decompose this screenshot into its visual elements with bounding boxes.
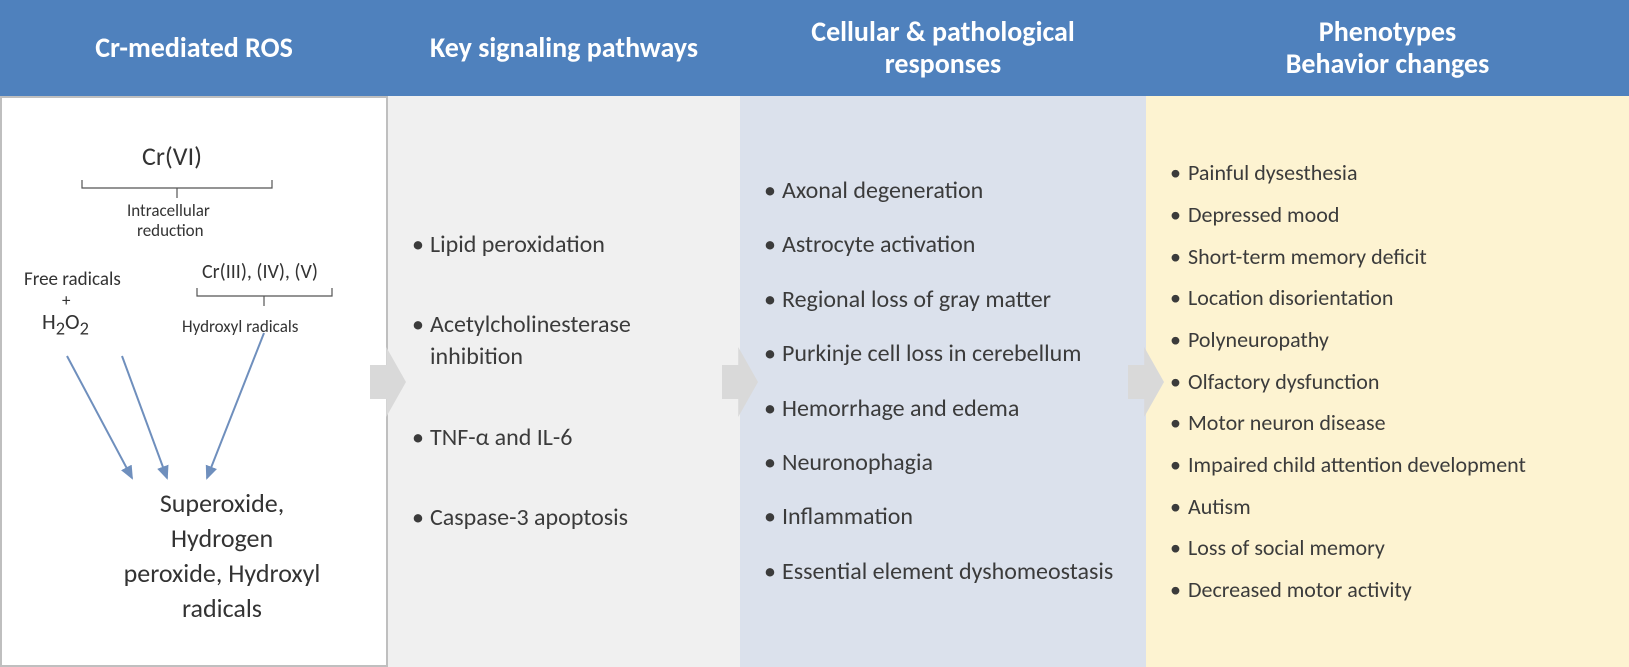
lbl-out-3: peroxide, Hydroxyl (124, 557, 321, 589)
panel-cellular-body: Axonal degeneration Astrocyte activation R… (740, 96, 1146, 667)
lbl-hydroxyl: Hydroxyl radicals (182, 316, 298, 337)
panel-cellular-title: Cellular & pathological responses (750, 16, 1136, 80)
phenotypes-item: Motor neuron disease (1170, 408, 1605, 438)
lbl-reduction: reduction (137, 220, 204, 241)
flow-arrow-1 (370, 347, 406, 417)
lbl-cr-vi: Cr(VI) (142, 140, 202, 172)
panel-ros: Cr-mediated ROS (0, 0, 388, 667)
cellular-item: Regional loss of gray matter (764, 284, 1122, 316)
panel-ros-header: Cr-mediated ROS (0, 0, 388, 96)
phenotypes-list: Painful dysesthesia Depressed mood Short-t… (1170, 158, 1605, 605)
flow-diagram: Cr-mediated ROS (0, 0, 1629, 667)
cellular-item: Inflammation (764, 501, 1122, 533)
cellular-item: Hemorrhage and edema (764, 393, 1122, 425)
pathways-item: Caspase-3 apoptosis (412, 502, 716, 534)
phenotypes-item: Loss of social memory (1170, 533, 1605, 563)
cellular-item: Purkinje cell loss in cerebellum (764, 338, 1122, 370)
cellular-item: Astrocyte activation (764, 229, 1122, 261)
cellular-item: Essential element dyshomeostasis (764, 556, 1122, 588)
panel-phenotypes-body: Painful dysesthesia Depressed mood Short-t… (1146, 96, 1629, 667)
cellular-item: Neuronophagia (764, 447, 1122, 479)
phenotypes-item: Decreased motor activity (1170, 575, 1605, 605)
pathways-item: Acetylcholinesterase inhibition (412, 309, 716, 374)
pathways-item: Lipid peroxidation (412, 229, 716, 261)
panel-phenotypes-title-l1: Phenotypes (1319, 14, 1456, 49)
ros-diagram: Cr(VI) Intracellular reduction Cr(III), … (12, 108, 376, 655)
cellular-list: Axonal degeneration Astrocyte activation R… (764, 175, 1122, 588)
lbl-out-1: Superoxide, (160, 487, 284, 519)
panel-pathways-body: Lipid peroxidation Acetylcholinesterase i… (388, 96, 740, 667)
phenotypes-item: Painful dysesthesia (1170, 158, 1605, 188)
phenotypes-item: Autism (1170, 492, 1605, 522)
panel-ros-body: Cr(VI) Intracellular reduction Cr(III), … (0, 96, 388, 667)
lbl-out-4: radicals (182, 592, 262, 624)
panel-cellular-header: Cellular & pathological responses (740, 0, 1146, 96)
panel-phenotypes-title: Phenotypes Behavior changes (1286, 16, 1490, 80)
lbl-h2o2: H2O2 (42, 308, 89, 339)
phenotypes-item: Short-term memory deficit (1170, 242, 1605, 272)
lbl-outputs: Superoxide, Hydrogen peroxide, Hydroxyl … (102, 486, 342, 626)
lbl-cr-species: Cr(III), (IV), (V) (202, 260, 318, 284)
lbl-intracellular: Intracellular (127, 200, 210, 221)
panel-phenotypes-title-l2: Behavior changes (1286, 46, 1490, 81)
panel-phenotypes-header: Phenotypes Behavior changes (1146, 0, 1629, 96)
panel-ros-title: Cr-mediated ROS (95, 32, 293, 64)
pathways-item: TNF-α and IL-6 (412, 422, 716, 454)
panel-phenotypes: Phenotypes Behavior changes Painful dyse… (1146, 0, 1629, 667)
phenotypes-item: Polyneuropathy (1170, 325, 1605, 355)
cellular-item: Axonal degeneration (764, 175, 1122, 207)
flow-arrow-3 (1128, 347, 1164, 417)
panel-pathways-title: Key signaling pathways (430, 32, 698, 64)
panel-pathways-header: Key signaling pathways (388, 0, 740, 96)
phenotypes-item: Location disorientation (1170, 283, 1605, 313)
flow-arrow-2 (722, 347, 758, 417)
lbl-free-radicals: Free radicals (24, 268, 121, 291)
lbl-out-2: Hydrogen (171, 522, 273, 554)
panel-cellular: Cellular & pathological responses Axonal… (740, 0, 1146, 667)
phenotypes-item: Olfactory dysfunction (1170, 367, 1605, 397)
panel-pathways: Key signaling pathways Lipid peroxidatio… (388, 0, 740, 667)
pathways-list: Lipid peroxidation Acetylcholinesterase i… (412, 229, 716, 535)
phenotypes-item: Depressed mood (1170, 200, 1605, 230)
phenotypes-item: Impaired child attention development (1170, 450, 1605, 480)
